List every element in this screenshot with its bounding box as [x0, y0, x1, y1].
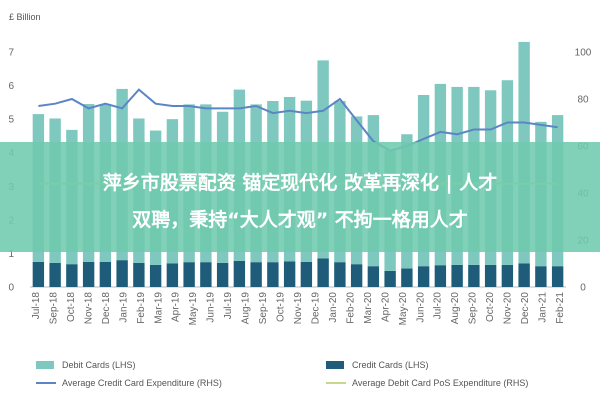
x-tick-label: Dec-19 — [310, 292, 321, 325]
legend-label: Credit Cards (LHS) — [352, 360, 429, 370]
legend-swatch — [326, 361, 344, 369]
x-tick-label: Aug-20 — [450, 292, 461, 325]
credit-card-bar — [267, 262, 279, 287]
x-tick-label: Feb-19 — [136, 292, 147, 324]
credit-card-bar — [384, 270, 396, 287]
credit-card-bar — [551, 266, 564, 287]
x-tick-label: Mar-19 — [153, 292, 164, 324]
x-tick-label: Nov-18 — [83, 292, 94, 325]
credit-card-bar — [367, 266, 380, 287]
credit-card-bar — [417, 266, 430, 287]
credit-card-bar — [317, 258, 329, 287]
overlay-band — [0, 142, 600, 252]
x-tick-label: Jul-18 — [31, 292, 42, 320]
x-tick-label: Feb-21 — [555, 292, 566, 324]
credit-card-bar — [484, 264, 497, 287]
x-tick-label: Sep-19 — [258, 292, 269, 325]
credit-card-bar — [166, 263, 179, 287]
x-tick-label: Dec-20 — [520, 292, 531, 325]
credit-card-bar — [49, 262, 61, 287]
legend-label: Average Credit Card Expenditure (RHS) — [62, 378, 222, 388]
x-tick-label: May-20 — [398, 292, 409, 326]
credit-card-bar — [468, 264, 480, 287]
x-tick-label: Nov-19 — [293, 292, 304, 325]
credit-card-bar — [116, 260, 128, 287]
credit-card-bar — [518, 263, 530, 287]
x-tick-label: Jan-20 — [328, 292, 339, 323]
credit-card-bar — [535, 266, 547, 287]
overlay-line-2: 双聘，秉持“大人才观” 不拘一格用人才 — [132, 208, 468, 231]
credit-card-bar — [501, 264, 514, 287]
credit-card-bar — [300, 261, 313, 287]
credit-card-bar — [32, 261, 45, 287]
x-tick-label: Oct-19 — [276, 292, 287, 322]
x-tick-label: Jan-19 — [118, 292, 129, 323]
credit-card-bar — [133, 262, 145, 287]
x-tick-label: Sep-20 — [468, 292, 479, 325]
legend: Debit Cards (LHS) Credit Cards (LHS) Avera… — [36, 360, 528, 388]
x-tick-label: Oct-20 — [485, 292, 496, 322]
x-tick-label: Jul-19 — [223, 292, 234, 320]
credit-card-bar — [434, 265, 447, 287]
x-tick-label: Jan-21 — [538, 292, 549, 323]
x-tick-label: Jul-20 — [433, 292, 444, 320]
x-tick-label: Dec-18 — [101, 292, 112, 325]
credit-card-bar — [82, 261, 95, 287]
x-tick-label: Feb-20 — [345, 292, 356, 324]
credit-card-bar — [66, 264, 78, 287]
avg-credit-expenditure-line — [38, 88, 558, 152]
credit-card-bar — [216, 262, 229, 287]
right-tick-label: 80 — [577, 95, 589, 106]
credit-card-bar — [233, 260, 246, 287]
x-tick-label: Aug-19 — [241, 292, 252, 325]
credit-card-bar — [99, 261, 112, 287]
left-tick-label: 7 — [8, 48, 14, 59]
x-axis-ticks: Jul-18 Sep-18 Oct-18 Nov-18 Dec-18 Jan-19 Feb-… — [31, 292, 566, 326]
right-tick-label: 100 — [575, 48, 592, 59]
x-tick-label: Apr-20 — [380, 292, 391, 322]
credit-card-bar — [283, 261, 296, 287]
x-tick-label: Oct-18 — [66, 292, 77, 322]
credit-card-bar — [149, 264, 162, 287]
left-tick-label: 1 — [8, 249, 14, 260]
x-tick-label: Jun-20 — [415, 292, 426, 323]
right-tick-label: 0 — [580, 283, 586, 294]
legend-swatch — [36, 361, 54, 369]
x-tick-label: May-19 — [188, 292, 199, 326]
credit-card-bar — [334, 262, 346, 287]
overlay-banner: 萍乡市股票配资 锚定现代化 改革再深化 | 人才 双聘，秉持“大人才观” 不拘一… — [0, 142, 600, 252]
x-tick-label: Mar-20 — [363, 292, 374, 324]
left-tick-label: 0 — [8, 283, 14, 294]
left-tick-label: 5 — [8, 115, 14, 126]
x-tick-label: Apr-19 — [171, 292, 182, 322]
credit-card-bar — [451, 264, 463, 287]
x-tick-label: Nov-20 — [503, 292, 514, 325]
credit-card-bar — [401, 268, 413, 287]
x-tick-label: Jun-19 — [206, 292, 217, 323]
left-axis-unit: £ Billion — [9, 12, 41, 22]
left-tick-label: 6 — [8, 81, 14, 92]
credit-card-bar — [250, 262, 262, 287]
overlay-line-1: 萍乡市股票配资 锚定现代化 改革再深化 | 人才 — [103, 171, 497, 194]
credit-card-bar — [200, 262, 212, 287]
credit-card-bar — [350, 264, 363, 287]
x-tick-label: Sep-18 — [48, 292, 59, 325]
credit-card-bar — [183, 262, 195, 287]
legend-label: Debit Cards (LHS) — [62, 360, 136, 370]
legend-label: Average Debit Card PoS Expenditure (RHS) — [352, 378, 528, 388]
